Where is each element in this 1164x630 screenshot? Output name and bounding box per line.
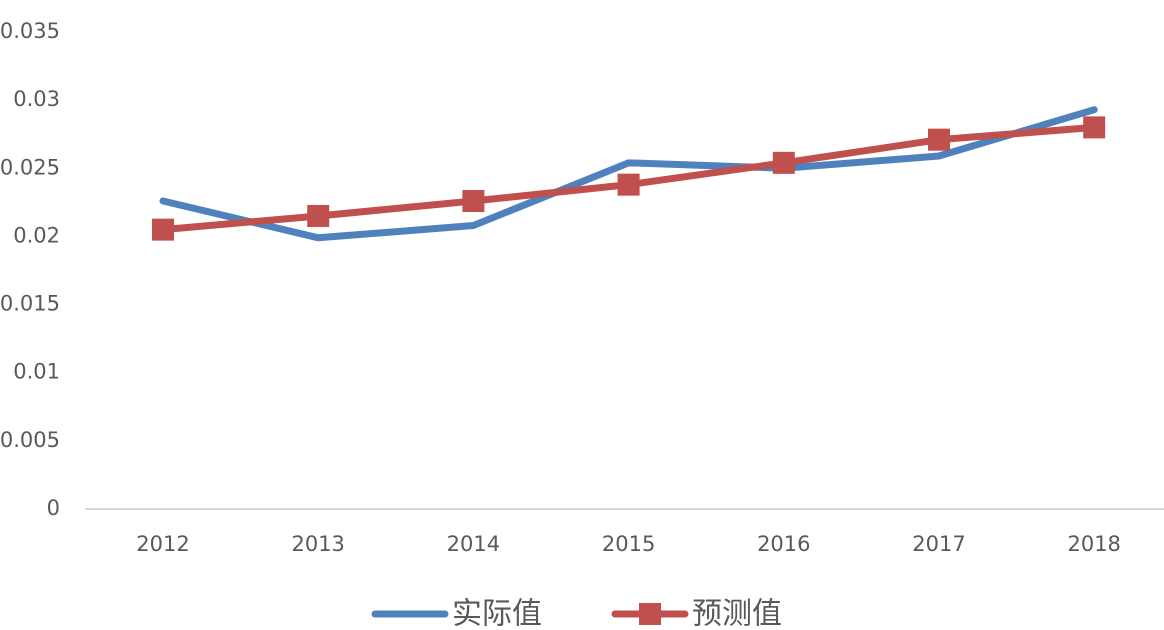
y-tick-label: 0.01 — [13, 360, 60, 384]
legend: 实际值 预测值 — [371, 597, 782, 630]
data-point-marker — [152, 218, 174, 241]
data-point-marker — [617, 173, 640, 196]
series-layer — [152, 106, 1106, 242]
legend-label: 预测值 — [692, 597, 782, 630]
data-point-marker — [307, 204, 330, 227]
y-tick-label: 0.025 — [0, 155, 60, 179]
data-point-marker — [462, 189, 485, 212]
y-tick-label: 0.035 — [0, 19, 60, 43]
x-tick-label: 2018 — [1067, 532, 1120, 556]
y-tick-label: 0 — [47, 496, 60, 520]
x-tick-label: 2015 — [602, 532, 655, 556]
series-line — [159, 106, 1098, 242]
x-tick-label: 2014 — [447, 532, 500, 556]
legend-item-1: 实际值 — [371, 597, 542, 630]
x-axis-tick-labels: 2012 2013 2014 2015 2016 2017 2018 — [136, 532, 1121, 556]
y-tick-label: 0.02 — [13, 223, 60, 247]
y-tick-label: 0.03 — [13, 87, 60, 111]
series-2 — [152, 116, 1106, 241]
legend-item-2: 预测值 — [611, 597, 782, 630]
legend-swatch-marker — [639, 603, 661, 625]
y-axis-tick-labels: 0 0.005 0.01 0.015 0.02 0.025 0.03 0.035 — [0, 19, 60, 520]
x-tick-label: 2016 — [757, 532, 810, 556]
x-tick-label: 2012 — [136, 532, 189, 556]
data-point-marker — [1083, 116, 1106, 139]
x-tick-label: 2013 — [291, 532, 344, 556]
legend-label: 实际值 — [452, 597, 542, 630]
data-point-marker — [772, 151, 795, 174]
data-point-marker — [928, 128, 950, 151]
y-tick-label: 0.015 — [0, 292, 60, 316]
series-1 — [159, 106, 1098, 242]
y-tick-label: 0.005 — [0, 428, 60, 452]
x-tick-label: 2017 — [912, 532, 965, 556]
